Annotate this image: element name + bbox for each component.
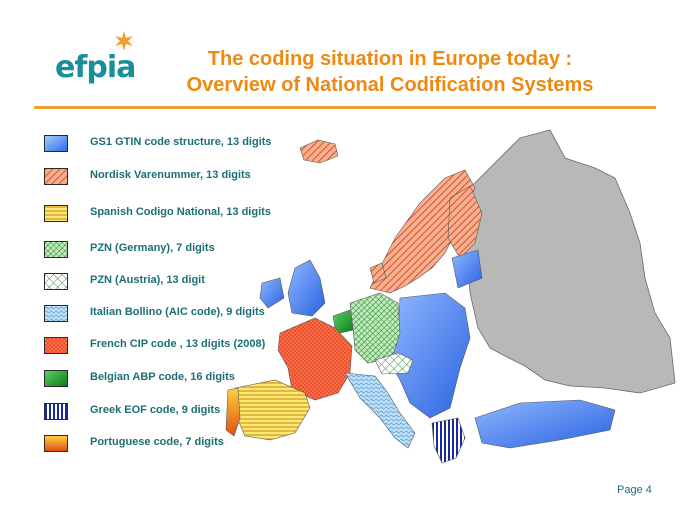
map-region-germany <box>349 292 401 364</box>
swatch-gs1 <box>44 135 68 152</box>
logo-star-icon <box>115 31 133 51</box>
legend-label: Belgian ABP code, 16 digits <box>90 371 235 383</box>
legend-label: Italian Bollino (AIC code), 9 digits <box>90 306 265 318</box>
map-region-austria <box>374 352 414 375</box>
swatch-greek <box>44 403 68 420</box>
swatch-italian <box>44 305 68 322</box>
map-region-france <box>277 317 353 401</box>
title-line-2: Overview of National Codification System… <box>186 74 594 96</box>
swatch-french <box>44 337 68 354</box>
legend-label: Spanish Codigo National, 13 digits <box>90 206 271 218</box>
title-line-1: The coding situation in Europe today : <box>207 48 573 70</box>
map-region-baltics <box>451 249 483 289</box>
legend-label: French CIP code , 13 digits (2008) <box>90 338 266 350</box>
map-region-finland <box>447 185 483 259</box>
map-region-greece <box>431 417 466 464</box>
legend-label: PZN (Austria), 13 digit <box>90 274 205 286</box>
map-region-russia <box>459 129 676 394</box>
legend-label: PZN (Germany), 7 digits <box>90 242 215 254</box>
swatch-belgian <box>44 370 68 387</box>
legend-label: Portuguese code, 7 digits <box>90 436 224 448</box>
map-region-turkey <box>474 399 616 449</box>
map-region-iceland <box>299 139 339 164</box>
map-region-denmark <box>369 262 387 284</box>
swatch-pzn-austria <box>44 273 68 290</box>
map-region-portugal <box>225 387 241 437</box>
map-region-italy <box>344 372 416 449</box>
page-number: Page 4 <box>617 484 652 496</box>
efpia-logo: efpia <box>55 50 136 85</box>
swatch-nordisk <box>44 168 68 185</box>
swatch-pzn-germany <box>44 241 68 258</box>
legend-label: Nordisk Varenummer, 13 digits <box>90 169 251 181</box>
map-region-ireland <box>259 277 285 309</box>
europe-map <box>225 129 676 464</box>
legend-label: GS1 GTIN code structure, 13 digits <box>90 136 272 148</box>
title-divider <box>34 106 656 109</box>
swatch-portuguese <box>44 435 68 452</box>
legend-label: Greek EOF code, 9 digits <box>90 404 221 416</box>
map-region-uk <box>287 259 326 317</box>
swatch-spanish <box>44 205 68 222</box>
page-title: The coding situation in Europe today : O… <box>140 46 640 98</box>
